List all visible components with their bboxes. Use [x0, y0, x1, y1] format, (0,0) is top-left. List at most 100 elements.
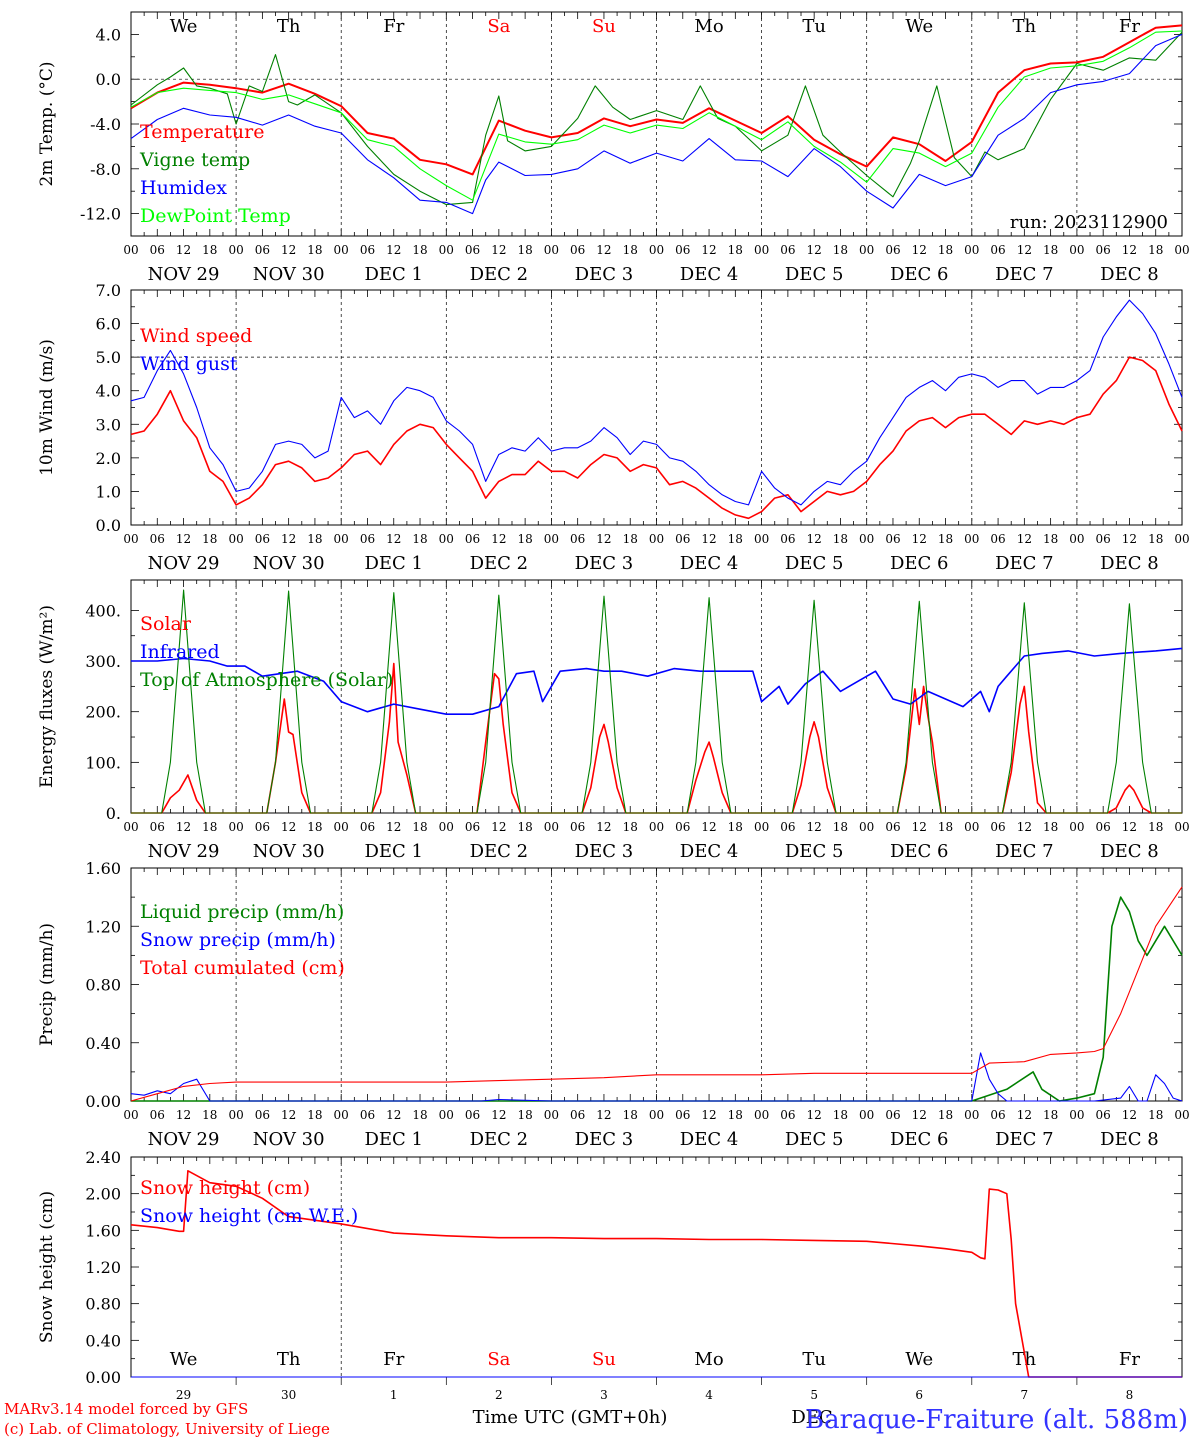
hour-tick-label: 12: [807, 243, 822, 257]
date-label: DEC 5: [785, 553, 844, 574]
date-label: DEC 2: [470, 841, 529, 862]
date-label: DEC 7: [995, 264, 1054, 285]
hour-tick-label: 00: [1069, 1108, 1084, 1122]
day-number-label: 7: [1021, 1388, 1029, 1402]
hour-tick-label: 06: [1096, 243, 1111, 257]
hour-tick-label: 12: [1122, 243, 1137, 257]
hour-tick-label: 06: [465, 532, 480, 546]
date-label: NOV 29: [148, 1129, 220, 1150]
hour-tick-label: 18: [517, 820, 532, 834]
date-label: DEC 1: [364, 264, 423, 285]
series-line-blue: [130, 1052, 1183, 1102]
hour-tick-label: 00: [123, 1108, 138, 1122]
hour-tick-label: 06: [780, 532, 795, 546]
legend-entry: Temperature: [140, 121, 264, 143]
hour-tick-label: 00: [544, 1108, 559, 1122]
weekday-label: Sa: [487, 1349, 510, 1370]
date-label: DEC 4: [680, 841, 739, 862]
hour-tick-label: 12: [596, 820, 611, 834]
date-label: DEC 8: [1100, 264, 1159, 285]
date-label: DEC 1: [364, 553, 423, 574]
hour-tick-label: 18: [307, 243, 322, 257]
hour-tick-label: 00: [649, 820, 664, 834]
weekday-label: Mo: [694, 1349, 723, 1370]
hour-tick-label: 12: [281, 532, 296, 546]
hour-tick-label: 12: [1017, 243, 1032, 257]
hour-tick-label: 06: [675, 1108, 690, 1122]
hour-tick-label: 18: [202, 820, 217, 834]
hour-tick-label: 18: [623, 532, 638, 546]
hour-tick-label: 00: [439, 820, 454, 834]
day-number-label: 6: [915, 1388, 923, 1402]
hour-tick-label: 12: [491, 532, 506, 546]
series-line-red: [130, 24, 1183, 176]
date-label: DEC 7: [995, 553, 1054, 574]
hour-tick-label: 12: [912, 820, 927, 834]
y-tick-label: 2.0: [96, 449, 121, 468]
y-tick-label: 0.80: [85, 1295, 121, 1314]
y-tick-label: 6.0: [96, 315, 121, 334]
hour-tick-label: 12: [491, 820, 506, 834]
lab-credit: (c) Lab. of Climatology, University of L…: [4, 1420, 330, 1438]
legend-entry: Snow precip (mm/h): [140, 929, 336, 951]
date-label: DEC 5: [785, 264, 844, 285]
date-label: DEC 8: [1100, 553, 1159, 574]
hour-tick-label: 00: [334, 1108, 349, 1122]
date-label: DEC 7: [995, 841, 1054, 862]
date-label: DEC 3: [575, 553, 634, 574]
hour-tick-label: 12: [1122, 1108, 1137, 1122]
hour-tick-label: 00: [1174, 820, 1189, 834]
hour-tick-label: 00: [544, 243, 559, 257]
weekday-label: Fr: [1119, 16, 1140, 37]
y-tick-label: 4.0: [96, 25, 121, 44]
hour-tick-label: 00: [334, 820, 349, 834]
hour-tick-label: 06: [885, 532, 900, 546]
legend-entry: DewPoint Temp: [140, 205, 291, 227]
weekday-label: Th: [277, 16, 301, 37]
hour-tick-label: 00: [439, 1108, 454, 1122]
hour-tick-label: 18: [1148, 1108, 1163, 1122]
hour-tick-label: 06: [360, 243, 375, 257]
y-tick-label: 1.20: [85, 1258, 121, 1277]
hour-tick-label: 12: [912, 243, 927, 257]
y-axis-label: Snow height (cm): [37, 1191, 57, 1343]
y-tick-label: -8.0: [90, 160, 121, 179]
hour-tick-label: 18: [307, 532, 322, 546]
weekday-label: Tu: [802, 16, 826, 37]
hour-tick-label: 00: [964, 820, 979, 834]
y-tick-label: 0.00: [85, 1368, 121, 1387]
hour-tick-label: 06: [570, 1108, 585, 1122]
series-line-green: [131, 589, 1182, 814]
legend-entry: Top of Atmosphere (Solar): [140, 669, 393, 691]
date-label: DEC 6: [890, 1129, 949, 1150]
date-label: DEC 5: [785, 841, 844, 862]
weekday-label: Tu: [802, 1349, 826, 1370]
legend-entry: Infrared: [140, 641, 220, 663]
hour-tick-label: 18: [1043, 243, 1058, 257]
date-label: NOV 30: [253, 1129, 325, 1150]
date-label: DEC 6: [890, 841, 949, 862]
hour-tick-label: 12: [386, 243, 401, 257]
weekday-label: Th: [1013, 16, 1037, 37]
hour-tick-label: 12: [912, 532, 927, 546]
run-label: run: 2023112900: [1010, 212, 1168, 233]
day-number-label: 3: [600, 1388, 608, 1402]
y-tick-label: 0.00: [85, 1092, 121, 1111]
hour-tick-label: 00: [1069, 532, 1084, 546]
hour-tick-label: 06: [150, 243, 165, 257]
hour-tick-label: 18: [1043, 1108, 1058, 1122]
hour-tick-label: 00: [228, 243, 243, 257]
date-label: DEC 2: [470, 264, 529, 285]
y-axis-label: 10m Wind (m/s): [37, 339, 57, 476]
hour-tick-label: 18: [412, 1108, 427, 1122]
hour-tick-label: 00: [334, 532, 349, 546]
hour-tick-label: 06: [780, 243, 795, 257]
date-label: NOV 29: [148, 841, 220, 862]
hour-tick-label: 00: [123, 820, 138, 834]
model-credit: MARv3.14 model forced by GFS: [4, 1400, 248, 1418]
hour-tick-label: 00: [649, 243, 664, 257]
date-label: DEC 5: [785, 1129, 844, 1150]
date-label: DEC 4: [680, 264, 739, 285]
hour-tick-label: 06: [570, 820, 585, 834]
y-tick-label: 100.: [85, 753, 121, 772]
